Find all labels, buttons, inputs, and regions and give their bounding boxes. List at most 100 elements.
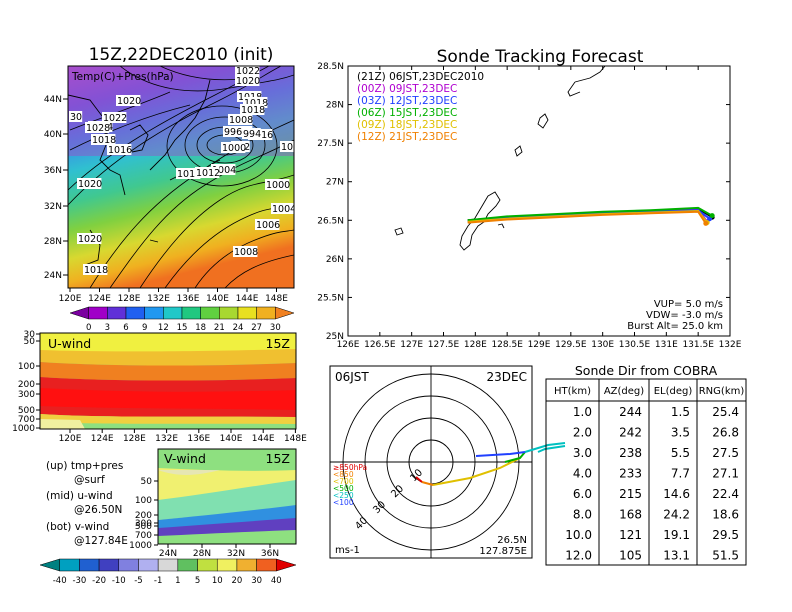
lon-tick-label: 127E xyxy=(400,340,423,350)
lon-tick-label: 120E xyxy=(59,434,82,444)
polar-level-legend: ≥850hPa<850<700<500<250<100 xyxy=(333,463,367,507)
pressure-tick: 100 xyxy=(18,362,35,372)
colorbar-tick: -5 xyxy=(134,576,142,586)
pressure-label: 1016 xyxy=(249,130,273,141)
note-bot-1: (bot) v-wind xyxy=(46,521,109,533)
param-line: VUP= 5.0 m/s xyxy=(654,299,723,310)
legend-entry: (00Z) 09JST,23DEC xyxy=(357,83,457,95)
pressure-label: 1012 xyxy=(196,168,220,179)
note-bot-2: @127.84E xyxy=(74,535,128,547)
pressure-label: 1028 xyxy=(86,123,110,134)
pressure-tick: 200 xyxy=(18,380,35,390)
lat-tick-label: 40N xyxy=(44,130,62,140)
pressure-label: 1018 xyxy=(84,265,108,276)
table-cell: 14.6 xyxy=(663,487,690,501)
lon-tick-label: 120E xyxy=(59,294,82,304)
table-cell: 2.0 xyxy=(573,426,592,440)
colorbar-tick: 0 xyxy=(86,323,91,333)
table-cell: 13.1 xyxy=(663,549,690,563)
note-mid-2: @26.50N xyxy=(74,504,122,516)
lon-tick-label: 128E xyxy=(118,294,141,304)
track-endpoint xyxy=(709,213,715,219)
table-cell: 215 xyxy=(619,487,642,501)
table-header: AZ(deg) xyxy=(604,386,644,397)
param-line: Burst Alt= 25.0 km xyxy=(627,321,723,332)
pressure-tick: 500 xyxy=(135,522,152,532)
colorbar-tick: 40 xyxy=(271,576,282,586)
level-legend-entry: ≥850hPa xyxy=(333,463,367,472)
note-up-1: (up) tmp+pres xyxy=(46,460,123,472)
tracking-paths xyxy=(467,206,715,226)
pressure-tick: 300 xyxy=(18,390,35,400)
pressure-label: 1020 xyxy=(117,96,141,107)
table-cell: 8.0 xyxy=(573,508,592,522)
lon-tick-label: 128.5E xyxy=(491,340,523,350)
vwind-lat-ticks: 24N 28N 32N 36N xyxy=(159,544,279,559)
table-cell: 242 xyxy=(619,426,642,440)
colorbar-tick: 6 xyxy=(123,323,128,333)
left-map-lat-ticks: 44N 40N 36N 32N 28N 24N xyxy=(44,95,68,281)
table-cell: 233 xyxy=(619,467,642,481)
vwind-label: V-wind xyxy=(164,451,206,466)
note-up-2: @surf xyxy=(74,474,105,486)
pressure-tick: 30 xyxy=(24,330,36,340)
lon-tick-label: 130E xyxy=(591,340,614,350)
colorbar-tick: 30 xyxy=(251,576,262,586)
pressure-label: 1022 xyxy=(103,113,127,124)
colorbar-tick: -10 xyxy=(112,576,126,586)
polar-lon: 127.875E xyxy=(479,546,527,557)
param-line: VDW= -3.0 m/s xyxy=(646,310,723,321)
table-cell: 4.0 xyxy=(573,467,592,481)
table-cell: 27.5 xyxy=(712,446,739,460)
pressure-label: 1020 xyxy=(236,76,260,87)
table-cell: 121 xyxy=(619,528,642,542)
lon-tick-label: 128E xyxy=(464,340,487,350)
pressure-label: 1020 xyxy=(78,234,102,245)
colorbar-tick: 3 xyxy=(105,323,110,333)
legend-entry: (03Z) 12JST,23DEC xyxy=(357,95,457,107)
left-map: 1022102010201018101610181018102410221018… xyxy=(68,66,294,288)
polar-rings xyxy=(330,366,532,558)
wind-colorbar: -40 -30 -20 -10 -5 -1 1 5 10 20 30 40 xyxy=(39,558,297,586)
lon-tick-label: 126E xyxy=(337,340,360,350)
table-cell: 244 xyxy=(619,405,642,419)
pressure-tick: 700 xyxy=(135,531,152,541)
table-cell: 10.0 xyxy=(565,528,592,542)
vwind-frame xyxy=(157,448,297,545)
tracking-islands xyxy=(394,66,606,251)
lon-tick-label: 129.5E xyxy=(555,340,587,350)
pressure-tick: 700 xyxy=(18,415,35,425)
lat-tick-label: 36N xyxy=(261,549,279,559)
pressure-label: 994 xyxy=(243,129,261,140)
level-legend-entry: <700 xyxy=(333,477,354,486)
lon-tick-label: 127.5E xyxy=(428,340,460,350)
isobars xyxy=(68,66,294,288)
polar-unit: ms-1 xyxy=(335,545,360,556)
lon-tick-label: 136E xyxy=(187,434,210,444)
lon-tick-label: 132E xyxy=(147,294,170,304)
table-header: HT(km) xyxy=(554,386,591,397)
table-cell: 27.1 xyxy=(712,467,739,481)
tracking-lat-ticks: 28.5N 28N 27.5N 27N 26.5N 26N 25.5N 25N xyxy=(317,62,730,342)
tracking-title: Sonde Tracking Forecast xyxy=(437,47,644,67)
lon-tick-label: 132E xyxy=(719,340,742,350)
lon-tick-label: 129E xyxy=(528,340,551,350)
lat-tick-label: 27N xyxy=(326,178,344,188)
pressure-label: 1008 xyxy=(234,247,258,258)
uwind-lon-ticks: 120E 124E 128E 132E 136E 140E 144E 148E xyxy=(59,429,307,444)
pressure-label: 1014 xyxy=(177,169,201,180)
pressure-label: 1016 xyxy=(108,145,132,156)
pressure-tick: 300 xyxy=(135,519,152,529)
lat-tick-label: 44N xyxy=(44,95,62,105)
lon-tick-label: 148E xyxy=(265,294,288,304)
lon-tick-label: 132E xyxy=(155,434,178,444)
lat-tick-label: 25N xyxy=(326,332,344,342)
lon-tick-label: 124E xyxy=(88,294,111,304)
table-cell: 3.0 xyxy=(573,446,592,460)
lon-tick-label: 144E xyxy=(252,434,275,444)
table-cell: 25.4 xyxy=(712,405,739,419)
lat-tick-label: 32N xyxy=(227,549,245,559)
pressure-label: 1008 xyxy=(229,115,253,126)
